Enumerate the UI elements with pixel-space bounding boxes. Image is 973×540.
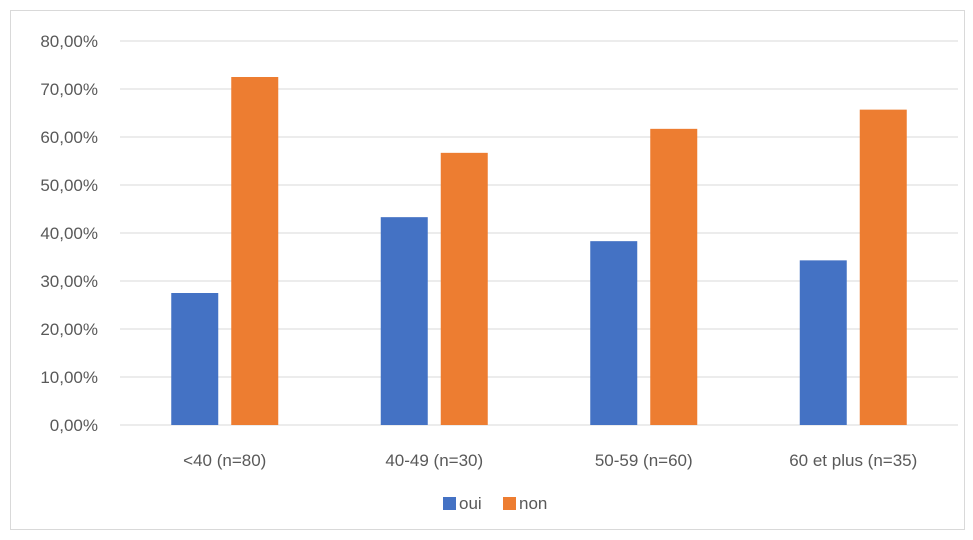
y-tick-label: 10,00% [40, 368, 98, 387]
bar-oui [171, 293, 219, 425]
x-tick-label: 60 et plus (n=35) [789, 451, 917, 470]
legend-swatch-non [503, 497, 516, 510]
bar-oui [590, 241, 638, 425]
legend-label-oui: oui [459, 494, 482, 513]
bar-oui [799, 260, 847, 425]
bar-non [859, 109, 907, 425]
legend-swatch-oui [443, 497, 456, 510]
y-tick-label: 0,00% [50, 416, 98, 435]
bar-non [650, 128, 698, 425]
y-tick-label: 20,00% [40, 320, 98, 339]
y-tick-label: 80,00% [40, 32, 98, 51]
y-tick-label: 30,00% [40, 272, 98, 291]
legend: oui non [443, 494, 547, 513]
y-axis-ticks: 0,00% 10,00% 20,00% 30,00% 40,00% 50,00% 60,00… [40, 32, 98, 435]
bars [171, 77, 907, 425]
y-tick-label: 60,00% [40, 128, 98, 147]
bar-oui [380, 217, 428, 425]
bar-non [231, 77, 279, 425]
y-tick-label: 50,00% [40, 176, 98, 195]
x-tick-label: 50-59 (n=60) [595, 451, 693, 470]
y-tick-label: 40,00% [40, 224, 98, 243]
bar-non [440, 152, 488, 425]
x-tick-label: 40-49 (n=30) [385, 451, 483, 470]
x-axis-ticks: <40 (n=80) 40-49 (n=30) 50-59 (n=60) 60 et … [183, 451, 917, 470]
y-tick-label: 70,00% [40, 80, 98, 99]
x-tick-label: <40 (n=80) [183, 451, 266, 470]
legend-label-non: non [519, 494, 547, 513]
